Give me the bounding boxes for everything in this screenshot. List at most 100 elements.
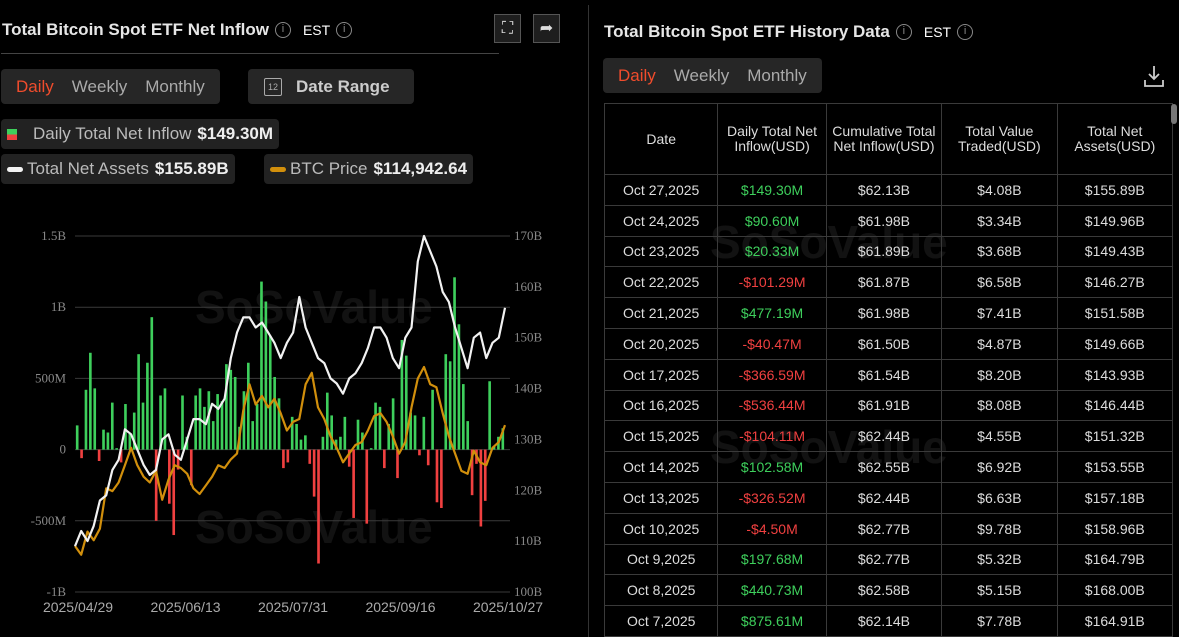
table-cell: $3.68B (941, 236, 1058, 268)
legend-value: $149.30M (197, 124, 274, 143)
inflow-bar (492, 446, 496, 450)
inflow-bar (189, 449, 193, 486)
btc-price-line (74, 365, 507, 556)
x-tick: 2025/10/27 (473, 599, 543, 615)
scrollbar[interactable] (1171, 104, 1177, 124)
inflow-bar (132, 412, 136, 450)
table-cell: $8.20B (941, 359, 1058, 391)
y-left-tick: 1.5B (41, 228, 66, 243)
table-row[interactable]: Oct 23,2025 $20.33M $61.89B $3.68B $149.43B (604, 236, 1173, 268)
table-row[interactable]: Oct 10,2025 -$4.50M $62.77B $9.78B $158.96B (604, 513, 1173, 545)
x-tick: 2025/07/31 (258, 599, 328, 615)
table-cell: $4.87B (941, 328, 1058, 360)
table-row[interactable]: Oct 7,2025 $875.61M $62.14B $7.78B $164.91B (604, 605, 1173, 637)
inflow-bar (369, 448, 373, 450)
tab-monthly[interactable]: Monthly (747, 65, 807, 85)
table-header: Date Daily Total Net Inflow(USD) Cumulativ… (604, 103, 1173, 175)
date-range-button[interactable]: 12 Date Range (248, 69, 414, 104)
inflow-bar (233, 376, 237, 450)
y-right-tick: 170B (514, 228, 543, 243)
inflow-bar (277, 398, 281, 450)
share-icon[interactable]: ➦ (533, 14, 560, 43)
table-row[interactable]: Oct 20,2025 -$40.47M $61.50B $4.87B $149.66B (604, 328, 1173, 360)
inflow-bar (110, 402, 114, 450)
tab-weekly[interactable]: Weekly (71, 76, 128, 96)
y-left-tick: -500M (31, 513, 67, 528)
x-tick: 2025/06/13 (150, 599, 220, 615)
info-icon[interactable]: i (895, 24, 912, 40)
inflow-bar (347, 449, 351, 467)
table-row[interactable]: Oct 14,2025 $102.58M $62.55B $6.92B $153.55B (604, 451, 1173, 483)
inflow-bar (321, 436, 325, 450)
inflow-bar (312, 449, 316, 497)
download-icon[interactable] (1143, 64, 1165, 88)
table-cell: $61.91B (825, 390, 943, 422)
inflow-bar (176, 449, 180, 470)
table-cell: Oct 16,2025 (604, 390, 719, 422)
inflow-bar (440, 449, 443, 508)
table-row[interactable]: Oct 16,2025 -$536.44M $61.91B $8.08B $146.44… (604, 390, 1173, 422)
table-cell: $62.77B (825, 544, 943, 576)
table-cell: $168.00B (1056, 574, 1173, 607)
inflow-bar (251, 421, 255, 450)
inflow-bar (225, 364, 228, 450)
table-row[interactable]: Oct 27,2025 $149.30M $62.13B $4.08B $155.89B (604, 174, 1173, 206)
inflow-bar (207, 391, 211, 450)
table-cell: Oct 15,2025 (604, 420, 719, 453)
inflow-chart[interactable]: 1.5B 1B 500M 0 -500M -1B 170B 160B 150B 140B 130B 1… (0, 215, 570, 637)
table-cell: $61.54B (825, 359, 943, 391)
inflow-bar (124, 404, 127, 450)
legend-btc-price[interactable]: BTC Price $114,942.64 (264, 154, 474, 184)
table-cell: $164.91B (1056, 605, 1173, 637)
table-cell: $62.14B (825, 605, 943, 637)
table-cell: $151.58B (1056, 297, 1173, 329)
inflow-bar (260, 281, 263, 450)
divider (588, 5, 589, 637)
divider (1, 53, 499, 54)
table-row[interactable]: Oct 22,2025 -$101.29M $61.87B $6.58B $146.27… (604, 266, 1173, 299)
inflow-bar (304, 435, 307, 450)
column-header: Daily Total Net Inflow(USD) (717, 103, 827, 175)
inflow-bar (352, 449, 355, 518)
table-cell: -$101.29M (717, 266, 827, 299)
inflow-bar (154, 449, 158, 521)
inflow-bar (102, 429, 105, 450)
inflow-bar (299, 439, 303, 450)
table-row[interactable]: Oct 17,2025 -$366.59M $61.54B $8.20B $143.93… (604, 359, 1173, 391)
info-icon[interactable]: i (957, 24, 974, 40)
inflow-bar (106, 432, 110, 450)
tab-monthly[interactable]: Monthly (145, 76, 205, 96)
inflow-bar (400, 339, 404, 450)
table-cell: -$40.47M (717, 328, 827, 360)
info-icon[interactable]: i (336, 22, 353, 38)
table-row[interactable]: Oct 8,2025 $440.73M $62.58B $5.15B $168.00B (604, 574, 1173, 607)
table-cell: $875.61M (717, 605, 827, 637)
y-right-tick: 110B (514, 533, 542, 548)
table-cell: $149.96B (1056, 205, 1173, 237)
legend-inflow[interactable]: Daily Total Net Inflow $149.30M (1, 119, 280, 149)
tab-weekly[interactable]: Weekly (673, 65, 730, 85)
panel-title: Total Bitcoin Spot ETF History Data (604, 22, 890, 41)
period-tabs: Daily Weekly Monthly (1, 69, 220, 104)
table-row[interactable]: Oct 15,2025 -$104.11M $62.44B $4.55B $151.32… (604, 420, 1173, 453)
legend-assets[interactable]: Total Net Assets $155.89B (1, 154, 235, 184)
table-row[interactable]: Oct 9,2025 $197.68M $62.77B $5.32B $164.79B (604, 544, 1173, 576)
tab-daily[interactable]: Daily (618, 65, 656, 85)
x-tick: 2025/04/29 (43, 599, 113, 615)
tab-daily[interactable]: Daily (16, 76, 54, 96)
table-cell: $8.08B (941, 390, 1058, 422)
info-icon[interactable]: i (274, 22, 291, 38)
table-cell: Oct 17,2025 (604, 359, 719, 391)
table-cell: $62.44B (825, 482, 943, 514)
table-row[interactable]: Oct 24,2025 $90.60M $61.98B $3.34B $149.96B (604, 205, 1173, 237)
inflow-bar (172, 449, 176, 536)
table-row[interactable]: Oct 13,2025 -$326.52M $62.44B $6.63B $157.18… (604, 482, 1173, 514)
net-inflow-panel: Total Bitcoin Spot ETF Net Inflow i EST … (0, 0, 570, 637)
table-cell: $102.58M (717, 451, 827, 483)
inflow-bar (290, 416, 294, 450)
fullscreen-icon[interactable]: ⛶ (494, 14, 521, 43)
table-cell: $62.55B (825, 451, 943, 483)
table-row[interactable]: Oct 21,2025 $477.19M $61.98B $7.41B $151.58B (604, 297, 1173, 329)
table-cell: $7.41B (941, 297, 1058, 329)
table-cell: $146.27B (1056, 266, 1173, 299)
